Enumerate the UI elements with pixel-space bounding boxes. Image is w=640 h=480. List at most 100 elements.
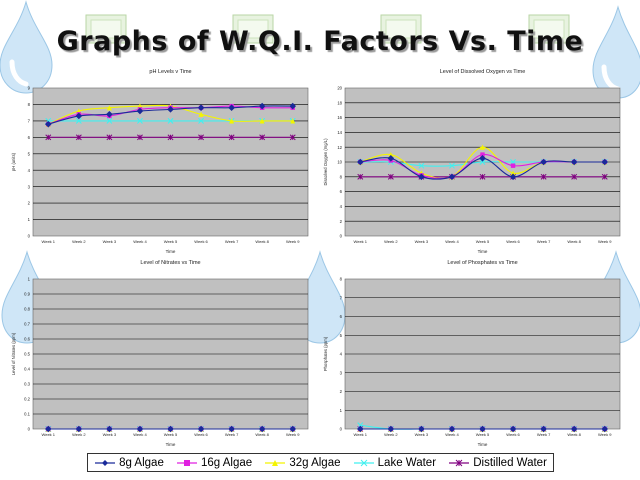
data-point <box>136 107 144 115</box>
x-tick-label: Week 2 <box>384 239 398 244</box>
y-tick-label: 6 <box>28 135 31 140</box>
data-point <box>106 111 113 118</box>
data-point <box>418 173 425 181</box>
data-point <box>228 134 235 141</box>
data-point <box>198 134 205 141</box>
legend-swatch <box>95 459 116 466</box>
data-point <box>198 111 204 117</box>
y-tick-label: 1 <box>28 277 31 282</box>
x-tick-label: Week 9 <box>598 432 612 437</box>
y-tick-label: 3 <box>340 370 343 375</box>
y-axis-label: Dissolved Oxygen (mg/L) <box>323 138 328 186</box>
data-point <box>75 117 82 124</box>
y-axis-label: Phosphates (ppm) <box>323 336 328 371</box>
chart-legend: 8g Algae 16g Algae 32g Algae Lake Water Dist… <box>87 453 554 472</box>
data-point <box>229 118 235 124</box>
x-tick-label: Week 5 <box>476 239 490 244</box>
y-tick-label: 5 <box>28 151 31 156</box>
data-point <box>106 134 113 141</box>
y-tick-label: 6 <box>340 189 343 194</box>
data-point <box>570 425 578 433</box>
legend-marker <box>272 459 279 466</box>
y-tick-label: 0.9 <box>24 292 30 297</box>
y-tick-label: 18 <box>337 100 342 105</box>
data-point <box>228 425 235 433</box>
x-tick-label: Week 7 <box>225 239 239 244</box>
legend-label: 8g Algae <box>119 456 164 469</box>
data-point <box>418 162 425 169</box>
slide-title: Graphs of W.Q.I. Factors Vs. Time <box>56 26 584 57</box>
water-drop-icon <box>0 0 53 94</box>
data-point <box>571 173 578 180</box>
legend-label: 16g Algae <box>201 456 253 469</box>
data-point <box>540 425 547 433</box>
x-tick-label: Week 7 <box>537 432 551 437</box>
data-point <box>479 154 486 162</box>
data-point <box>167 117 174 124</box>
frame-icon <box>232 14 274 44</box>
x-tick-label: Week 3 <box>415 432 429 437</box>
x-tick-label: Week 6 <box>506 239 520 244</box>
data-point <box>45 134 52 141</box>
y-tick-label: 5 <box>340 333 343 338</box>
data-point <box>289 134 296 141</box>
x-tick-label: Week 8 <box>255 432 269 437</box>
data-point <box>106 425 113 433</box>
data-point <box>356 158 364 166</box>
y-tick-label: 8 <box>340 174 343 179</box>
y-tick-label: 0.2 <box>24 397 30 402</box>
legend-item: 8g Algae <box>94 457 164 469</box>
data-point <box>106 117 113 124</box>
x-axis-label: Time <box>166 442 176 447</box>
data-point <box>197 104 205 112</box>
y-tick-label: 4 <box>28 168 31 173</box>
legend-label: 32g Algae <box>289 456 341 469</box>
x-tick-label: Week 5 <box>164 432 178 437</box>
y-tick-label: 7 <box>28 118 31 123</box>
y-tick-label: 2 <box>340 389 343 394</box>
y-tick-label: 0.4 <box>24 367 30 372</box>
data-point <box>601 173 608 180</box>
data-point <box>387 425 395 433</box>
x-tick-label: Week 2 <box>384 432 398 437</box>
data-point <box>510 163 516 168</box>
x-axis-label: Time <box>166 249 176 254</box>
data-point <box>570 158 578 166</box>
y-tick-label: 8 <box>340 277 343 282</box>
data-point <box>601 425 609 433</box>
x-tick-label: Week 1 <box>354 239 368 244</box>
chart-title: Level of Nitrates vs Time <box>140 260 200 266</box>
data-point <box>479 173 486 180</box>
data-point <box>479 159 486 165</box>
x-tick-label: Week 7 <box>537 239 551 244</box>
legend-item: Lake Water <box>353 457 436 469</box>
x-tick-label: Week 9 <box>598 239 612 244</box>
x-tick-label: Week 8 <box>567 432 581 437</box>
legend-item: Distilled Water <box>448 457 547 469</box>
legend-swatch <box>449 459 470 466</box>
data-point <box>136 117 143 124</box>
x-axis-label: Time <box>478 442 488 447</box>
data-point <box>357 173 364 180</box>
data-point <box>167 106 174 113</box>
x-tick-label: Week 5 <box>476 432 490 437</box>
data-point <box>75 425 83 433</box>
y-axis-label: Level of Nitrates (ppm) <box>11 332 16 375</box>
y-tick-label: 2 <box>28 201 31 206</box>
chart-4: Level of Phosphates vs Time 0 1 2 3 4 5 6 7 8 Phos… <box>323 260 621 447</box>
data-point <box>479 144 486 150</box>
legend-swatch <box>265 459 286 466</box>
data-point <box>509 173 517 181</box>
legend-marker <box>102 459 109 466</box>
data-point <box>418 425 425 433</box>
data-point <box>480 152 485 157</box>
data-point <box>601 158 609 166</box>
x-tick-label: Week 2 <box>72 432 86 437</box>
data-point <box>228 104 235 112</box>
y-tick-label: 6 <box>340 314 343 319</box>
data-point <box>197 425 205 433</box>
legend-item: 16g Algae <box>176 457 252 469</box>
y-tick-label: 9 <box>28 86 31 91</box>
frame-icon <box>85 14 127 44</box>
chart-1: pH Levels v Time 0 1 2 3 4 5 6 7 8 9 pH (units) Week… <box>11 69 309 254</box>
